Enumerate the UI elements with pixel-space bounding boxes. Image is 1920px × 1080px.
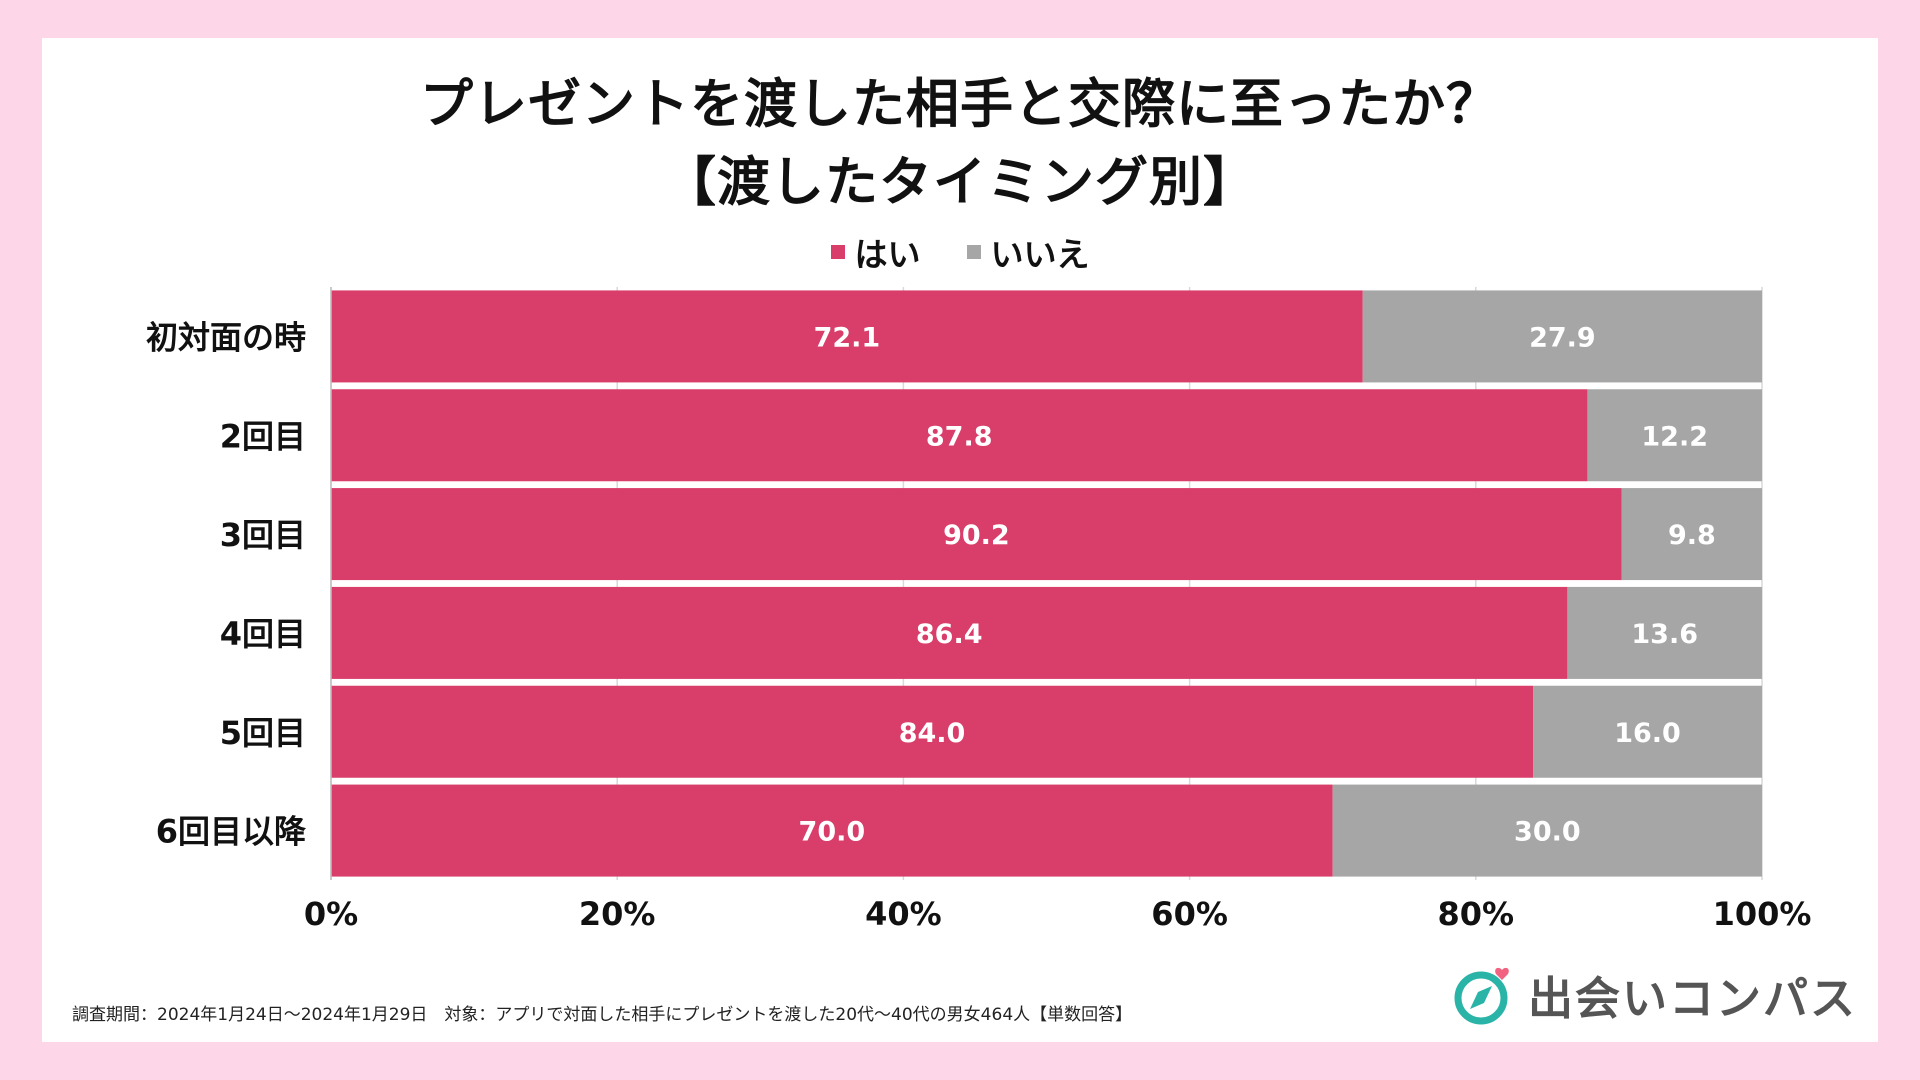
bar-no-0 (1362, 290, 1762, 383)
bar-yes-2 (331, 488, 1622, 581)
data-label-yes-2: 90.2 (943, 520, 1010, 551)
x-tick-label-3: 60% (1151, 895, 1228, 933)
legend-item-no: いいえ (966, 228, 1090, 276)
category-label-0: 初対面の時 (146, 318, 306, 356)
category-label-3: 4回目 (220, 615, 306, 653)
category-label-5: 6回目以降 (156, 813, 307, 851)
bar-yes-1 (331, 389, 1588, 482)
bar-no-1 (1587, 389, 1762, 482)
data-label-yes-5: 70.0 (799, 817, 866, 848)
x-tick-label-1: 20% (579, 895, 656, 933)
x-tick-label-2: 40% (865, 895, 942, 933)
category-label-4: 5回目 (220, 714, 306, 752)
data-label-yes-3: 86.4 (916, 619, 983, 650)
legend-label-no: いいえ (990, 235, 1090, 274)
bar-no-4 (1533, 685, 1762, 778)
bar-no-2 (1621, 488, 1762, 581)
bar-no-5 (1332, 784, 1762, 877)
legend-item-yes: はい (830, 228, 921, 276)
legend-label-yes: はい (854, 235, 921, 274)
chart-subtitle: 【渡したタイミング別】 (663, 152, 1257, 213)
bar-yes-5 (331, 784, 1333, 877)
x-tick-label-5: 100% (1713, 895, 1812, 933)
bar-yes-4 (331, 685, 1534, 778)
data-label-no-0: 27.9 (1529, 322, 1596, 353)
chart-title: プレゼントを渡した相手と交際に至ったか？ (420, 74, 1500, 135)
category-label-1: 2回目 (220, 417, 306, 455)
data-label-yes-0: 72.1 (814, 322, 881, 353)
category-label-2: 3回目 (220, 516, 306, 554)
brand-logo: 出会いコンパス (1452, 962, 1857, 1027)
footnote: 調査期間：2024年1月24日～2024年1月29日 対象：アプリで対面した相手… (72, 1005, 1133, 1025)
data-label-yes-4: 84.0 (899, 718, 966, 749)
data-label-no-5: 30.0 (1514, 817, 1581, 848)
data-label-yes-1: 87.8 (926, 421, 993, 452)
bar-yes-0 (331, 290, 1363, 383)
data-label-no-3: 13.6 (1631, 619, 1698, 650)
legend-swatch-yes (830, 245, 845, 259)
x-tick-label-0: 0% (304, 895, 358, 933)
brand-name: 出会いコンパス (1528, 972, 1858, 1025)
compass-heart-icon (1454, 967, 1509, 1024)
data-label-no-2: 9.8 (1668, 520, 1716, 551)
legend-swatch-no (966, 245, 981, 259)
data-label-no-1: 12.2 (1641, 421, 1708, 452)
bar-no-3 (1567, 586, 1762, 679)
legend: はい いいえ (0, 228, 1920, 276)
data-label-no-4: 16.0 (1614, 718, 1681, 749)
x-tick-label-4: 80% (1438, 895, 1515, 933)
bar-yes-3 (331, 586, 1568, 679)
